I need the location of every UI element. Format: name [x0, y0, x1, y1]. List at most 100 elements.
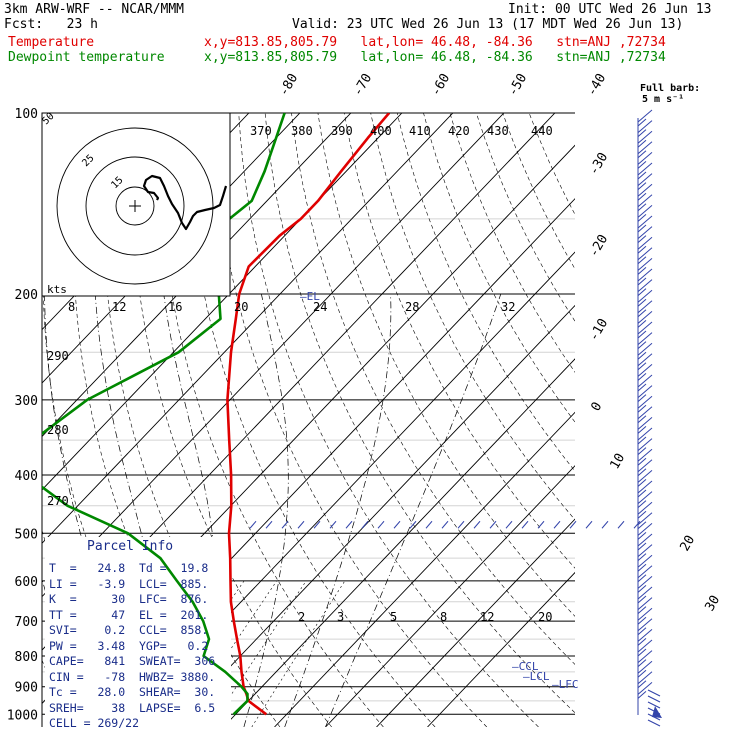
- wind-barb: [637, 311, 653, 324]
- wind-barb: [637, 330, 647, 339]
- wind-barb: [637, 150, 647, 159]
- parcel-row: Tc = 28.0 SHEAR= 30.: [49, 685, 216, 699]
- wind-barb: [637, 130, 653, 144]
- mixing-ratio-label: 8: [440, 610, 447, 624]
- isotherm: [376, 518, 575, 727]
- temperature-location: x,y=813.85,805.79 lat,lon= 46.48, -84.36…: [204, 35, 666, 50]
- barb-note: Full barb:: [640, 83, 701, 94]
- hodograph-ring: [115, 186, 155, 226]
- parcel-info-panel: Parcel Info T = 24.8 Td = 19.8 LI = -3.9…: [45, 537, 231, 730]
- wind-barb: [637, 351, 647, 360]
- wind-barb: [637, 554, 653, 568]
- wind-barb: [637, 417, 653, 430]
- isotherm: [42, 113, 454, 544]
- adiabat-label: 270: [47, 494, 69, 508]
- wind-barb: [637, 194, 653, 208]
- isotherm-label: -30: [586, 150, 611, 178]
- wind-barb: [637, 544, 653, 557]
- wind-barb: [637, 489, 647, 498]
- speed-tick-label: 8: [68, 300, 75, 314]
- dry-adiabat: [317, 113, 575, 617]
- wind-pennant: [652, 706, 662, 718]
- wind-barb: [637, 565, 653, 579]
- adiabat-label: 410: [409, 124, 431, 138]
- wind-barb: [637, 680, 647, 689]
- mixing-ratio-line: [210, 580, 307, 727]
- wind-barb: [637, 395, 653, 409]
- wind-barb: [637, 268, 653, 282]
- wind-barb: [637, 480, 653, 494]
- shear-hash: [601, 520, 609, 529]
- speed-tick-label: 20: [234, 300, 248, 314]
- adiabat-label: 440: [531, 124, 553, 138]
- isotherm-label: -60: [428, 71, 453, 99]
- isotherm-label: -80: [276, 71, 301, 99]
- wind-barb: [637, 691, 647, 699]
- wind-barb: [637, 141, 653, 155]
- wind-barb: [637, 300, 653, 314]
- wind-barb: [637, 618, 653, 632]
- wind-barb: [637, 574, 647, 583]
- mixing-ratio-label: 20: [538, 610, 552, 624]
- wind-barb: [637, 479, 647, 487]
- wind-barb: [637, 616, 647, 625]
- wind-barb: [637, 510, 647, 519]
- wind-barb: [637, 342, 653, 356]
- shear-hash: [425, 520, 433, 529]
- isotherm-label: -20: [586, 232, 611, 260]
- wind-barb: [637, 162, 653, 176]
- pressure-label: 900: [15, 681, 38, 696]
- wind-barb: [637, 256, 647, 265]
- wind-barb: [637, 627, 647, 636]
- wind-barb: [637, 214, 647, 222]
- hodograph-frame: [41, 112, 231, 297]
- moist-adiabat: [325, 293, 502, 727]
- wind-barb: [637, 341, 647, 349]
- level-lfc-label: –LFC: [552, 678, 579, 691]
- wind-barb: [647, 719, 661, 727]
- shear-hash: [409, 520, 417, 529]
- wind-barb: [637, 470, 653, 483]
- wind-barb: [637, 129, 647, 137]
- parcel-row: CAPE= 841 SWEAT= 306: [49, 654, 216, 668]
- parcel-row: CIN = -78 HWBZ= 3880.: [49, 669, 216, 684]
- wind-barb: [637, 542, 647, 551]
- isotherm-label: 20: [677, 533, 698, 554]
- shear-hash: [489, 520, 497, 529]
- isotherm: [42, 113, 46, 117]
- isotherm: [325, 465, 575, 727]
- dry-adiabat: [449, 113, 575, 373]
- wind-barb: [637, 373, 647, 381]
- mixing-ratio-label: 12: [480, 610, 494, 624]
- shear-hash: [329, 520, 337, 529]
- shear-hash: [377, 520, 385, 529]
- wind-barb: [637, 120, 653, 133]
- dry-adiabat: [212, 113, 488, 727]
- dry-adiabat: [528, 113, 575, 216]
- shear-hash: [537, 520, 545, 529]
- wind-barb: [637, 279, 653, 292]
- adiabat-label: 430: [487, 124, 509, 138]
- wind-barb: [637, 298, 647, 307]
- pressure-label: 200: [15, 288, 38, 303]
- wind-barb: [637, 468, 647, 477]
- wind-barb: [637, 152, 653, 165]
- hodograph-ring: [85, 156, 185, 256]
- isotherm: [42, 113, 352, 438]
- wind-barb: [637, 192, 647, 201]
- wind-barb: [637, 639, 653, 653]
- shear-hash: [281, 520, 289, 529]
- wind-barb: [637, 332, 653, 345]
- dry-adiabat: [185, 113, 436, 727]
- moist-adiabat: [243, 293, 289, 727]
- wind-barb: [637, 247, 653, 261]
- isotherm: [42, 113, 505, 598]
- wind-barb: [637, 426, 647, 434]
- wind-barb: [637, 288, 647, 296]
- wind-barb: [637, 353, 653, 367]
- speed-tick-label: 16: [168, 300, 182, 314]
- wind-barb: [637, 267, 647, 275]
- wind-barb: [637, 597, 653, 610]
- wind-barb: [637, 521, 647, 530]
